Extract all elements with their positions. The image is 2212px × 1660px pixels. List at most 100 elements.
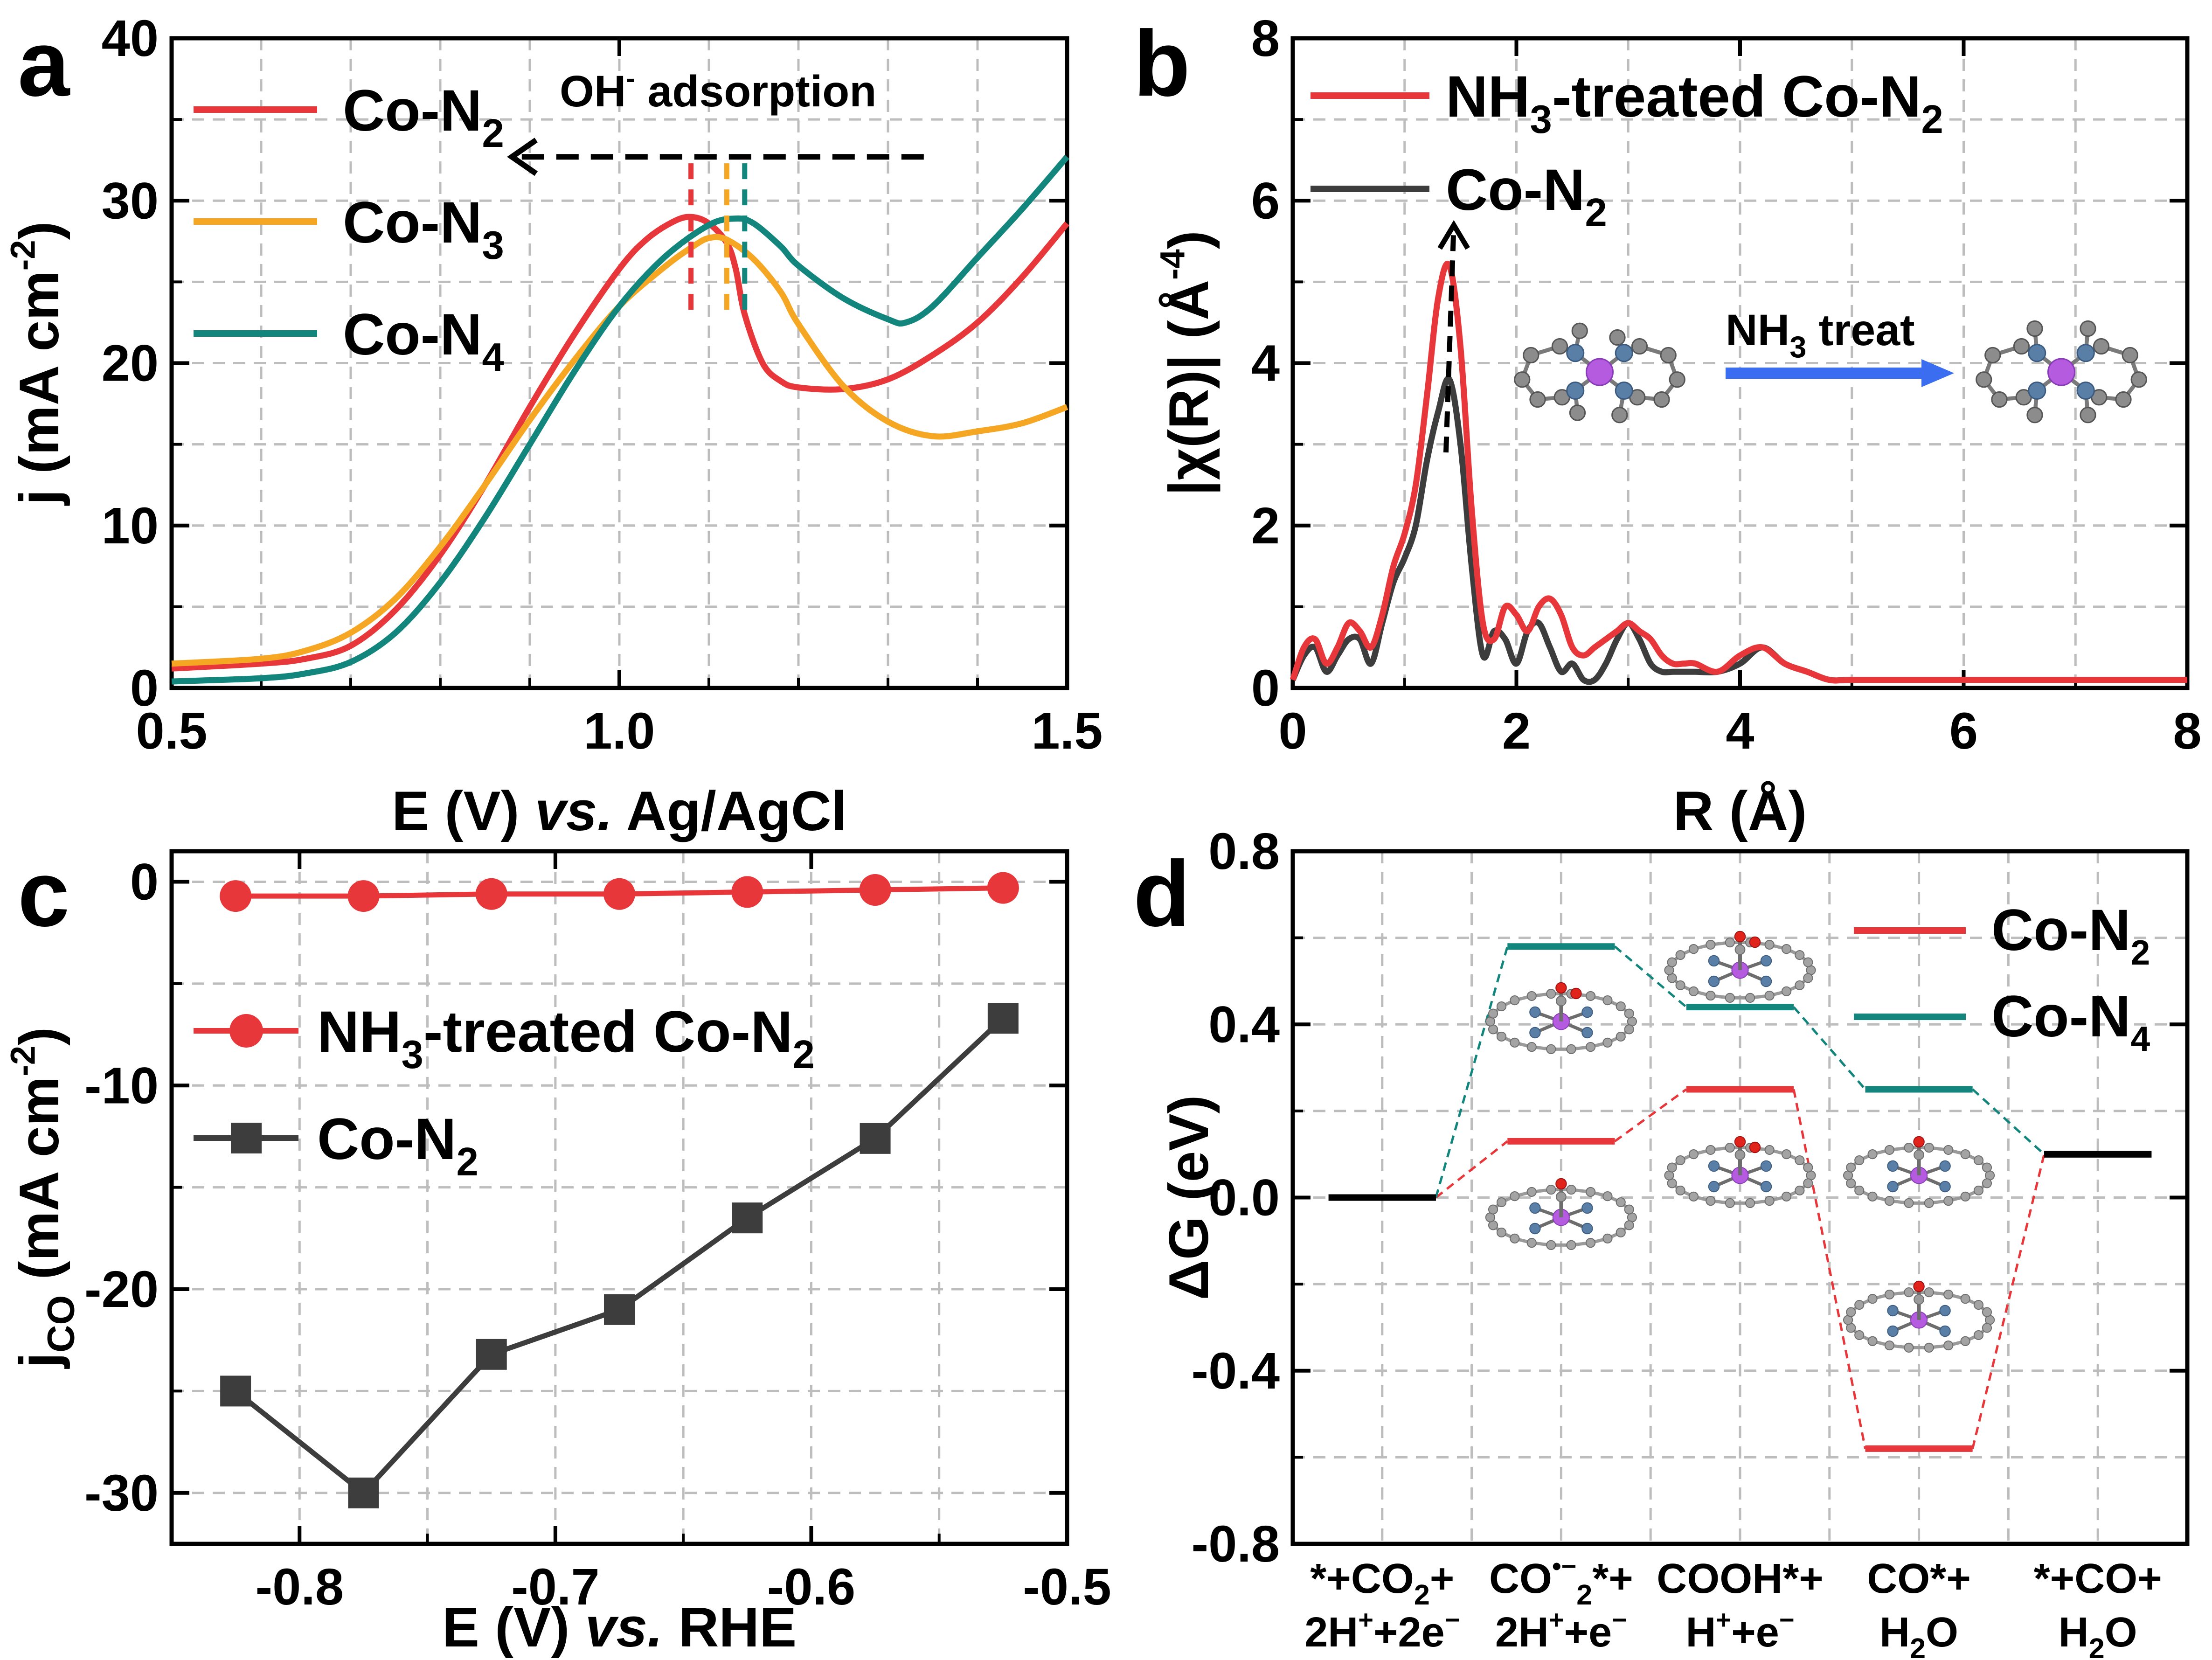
category-label-part: H: [2059, 1609, 2089, 1656]
y-axis-label-part: χ: [1158, 448, 1220, 480]
adsorbate-oxygen: [1555, 982, 1567, 994]
carbon-atom: [2080, 320, 2096, 337]
carbon-atom: [1984, 347, 2001, 364]
carbon-atom: [1982, 1162, 1992, 1173]
gridlines: [1293, 851, 2187, 1544]
nitrogen-atom: [1615, 381, 1633, 400]
legend-label-part: 2: [457, 1140, 478, 1184]
nitrogen-atom: [1708, 1181, 1720, 1193]
carbon-atom: [1904, 1342, 1914, 1353]
y-axis-label: ΔG (eV): [1158, 1095, 1220, 1300]
carbon-atom: [1867, 1191, 1878, 1202]
category-label-part: +: [1358, 1605, 1373, 1634]
category-label-part: 2: [1576, 1579, 1592, 1611]
legend-label: Co-N2: [343, 78, 504, 156]
carbon-atom: [1510, 1191, 1520, 1202]
nitrogen-atom: [1760, 955, 1772, 967]
category-label-part: 2: [2089, 1632, 2105, 1660]
carbon-atom: [1725, 938, 1735, 948]
carbon-atom: [1960, 1149, 1970, 1160]
carbon-atom: [2122, 347, 2138, 364]
legend-marker: [231, 1123, 262, 1153]
legend-label-part: 3: [482, 223, 504, 268]
carbon-atom: [1725, 1198, 1735, 1208]
nitrogen-atom: [1581, 1222, 1593, 1235]
category-label: CO•−2*+: [1489, 1551, 1633, 1611]
carbon-atom: [1924, 1143, 1934, 1153]
annotation-label-part: -: [626, 63, 636, 94]
carbon-atom: [1675, 1155, 1685, 1166]
cobalt-atom: [1586, 358, 1614, 386]
carbon-atom: [2013, 338, 2030, 355]
y-tick-label: -0.8: [1191, 1515, 1280, 1573]
level-connector: [1435, 946, 1509, 1198]
carbon-atom: [1973, 1185, 1984, 1196]
x-tick-label: -0.7: [511, 1558, 600, 1616]
nitrogen-atom: [2076, 381, 2095, 400]
y-tick-label: 2: [1251, 497, 1280, 555]
carbon-atom: [1510, 995, 1520, 1006]
legend-label-part: NH: [1446, 64, 1530, 129]
nitrogen-atom: [1566, 344, 1585, 362]
legend-label-part: -treated Co-N: [1552, 64, 1921, 129]
x-tick-label: -0.8: [256, 1558, 344, 1616]
treat-label: NH3 treat: [1726, 306, 1915, 364]
y-tick-label: 0: [130, 854, 159, 911]
carbon-atom: [1526, 1237, 1537, 1248]
category-label: CO*+: [1867, 1556, 1971, 1602]
carbon-atom: [1602, 1191, 1613, 1202]
carbon-atom: [1943, 1340, 1954, 1351]
carbon-atom: [1764, 1195, 1775, 1206]
nitrogen-atom: [1581, 1006, 1593, 1018]
category-label-part: O: [2105, 1609, 2137, 1656]
category-label-part: 2: [1414, 1579, 1430, 1611]
carbon-atom: [1924, 1342, 1934, 1353]
y-tick-label: -0.4: [1191, 1342, 1280, 1400]
category-label-part: +e: [1731, 1609, 1779, 1656]
category-label-part: +: [1549, 1605, 1564, 1634]
level-connector: [1614, 1088, 1687, 1142]
x-tick-label: 8: [2173, 702, 2201, 760]
nitrogen-atom: [1939, 1325, 1951, 1337]
y-tick-label: 0.4: [1208, 996, 1280, 1053]
category-label-part: 2H: [1304, 1609, 1358, 1656]
carbon-atom: [1669, 371, 1685, 388]
adsorbate-oxygen: [1734, 931, 1746, 943]
y-tick-label: 8: [1251, 10, 1280, 67]
legend-label: Co-N2: [1446, 158, 1607, 235]
carbon-atom: [1943, 1195, 1954, 1206]
carbon-atom: [1688, 944, 1699, 954]
adsorbate-oxygen: [1749, 1141, 1761, 1153]
level-connector: [1972, 1088, 2045, 1155]
carbon-atom: [1624, 1204, 1634, 1215]
carbon-atom: [2130, 371, 2147, 388]
carbon-atom: [1884, 1195, 1895, 1206]
legend-label: Co-N2: [1991, 898, 2150, 972]
nitrogen-atom: [1708, 975, 1720, 987]
nitrogen-atom: [1708, 1160, 1720, 1172]
carbon-atom: [1496, 1227, 1507, 1238]
panel-label-a: a: [18, 12, 70, 116]
carbon-atom: [1496, 1197, 1507, 1208]
data-point: [859, 874, 891, 906]
carbon-atom: [1924, 1198, 1934, 1208]
carbon-atom: [1523, 347, 1539, 364]
panel-label-d: d: [1133, 842, 1190, 946]
nitrogen-atom: [2076, 344, 2095, 362]
category-label: *+CO+: [2034, 1556, 2162, 1602]
x-axis-label-part: RHE: [663, 1596, 797, 1659]
series-line: [171, 234, 1068, 667]
y-tick-label: 0.8: [1208, 823, 1280, 880]
structure-co-n2: [1843, 1280, 1995, 1353]
carbon-atom: [1803, 957, 1813, 967]
carbon-atom: [1496, 1001, 1507, 1012]
carbon-atom: [1546, 1240, 1556, 1250]
x-tick-label: -0.6: [767, 1558, 856, 1616]
legend-label: Co-N3: [343, 190, 504, 268]
y-axis-label-part: ): [1158, 230, 1220, 249]
carbon-atom: [1675, 1185, 1685, 1196]
carbon-atom: [1706, 939, 1716, 950]
y-tick-label: 0: [1251, 660, 1280, 717]
category-label-part: CO*+: [1867, 1556, 1971, 1602]
